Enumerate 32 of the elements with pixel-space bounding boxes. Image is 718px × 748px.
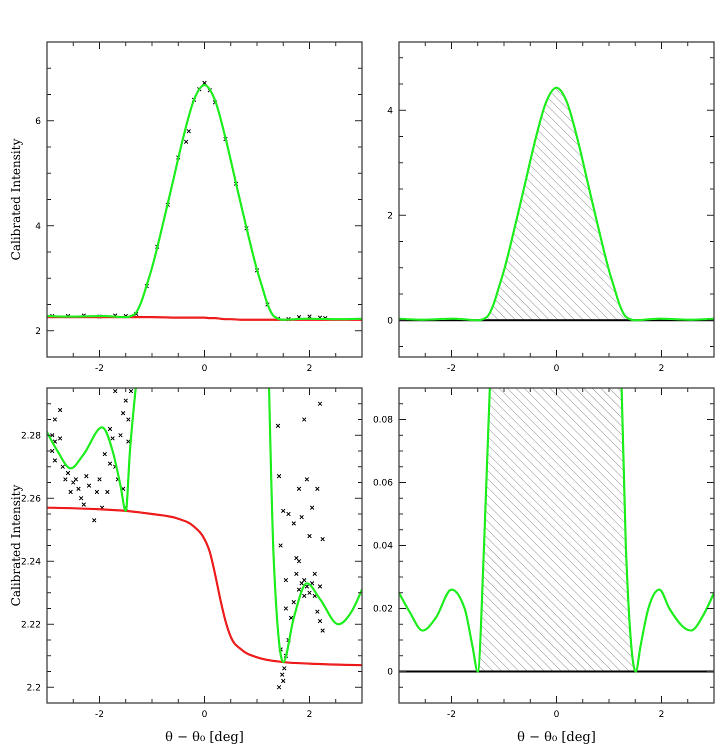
y-tick-label: 0.04 — [372, 542, 394, 552]
y-axis-title: Calibrated Intensity — [9, 484, 23, 606]
y-tick-label: 0.08 — [372, 416, 394, 426]
x-tick-label: -2 — [95, 364, 104, 374]
y-tick-label: 0 — [387, 668, 394, 678]
x-tick-label: 2 — [306, 710, 312, 720]
y-tick-label: 4 — [387, 106, 394, 116]
x-axis-title: θ − θ₀ [deg] — [517, 730, 596, 745]
y-tick-label: 2.28 — [20, 431, 42, 442]
y-tick-label: 2.2 — [26, 683, 41, 694]
x-tick-label: -2 — [95, 710, 104, 720]
x-tick-label: 0 — [554, 710, 560, 720]
x-tick-label: 2 — [658, 710, 664, 720]
x-tick-label: 2 — [306, 364, 312, 374]
x-axis-title: θ − θ₀ [deg] — [165, 730, 244, 745]
x-tick-label: 0 — [202, 364, 208, 374]
y-tick-label: 2.24 — [20, 557, 42, 568]
y-tick-label: 2.22 — [20, 620, 41, 630]
y-tick-label: 2 — [387, 211, 393, 222]
y-tick-label: 0.02 — [372, 604, 393, 614]
y-tick-label: 2.26 — [20, 494, 42, 504]
y-tick-label: 6 — [35, 116, 42, 127]
x-tick-label: 0 — [554, 364, 560, 374]
x-tick-label: -2 — [447, 710, 456, 720]
x-tick-label: -2 — [447, 364, 456, 374]
y-tick-label: 0.06 — [372, 478, 394, 488]
y-tick-label: 2 — [35, 326, 41, 337]
y-tick-label: 4 — [35, 222, 42, 232]
y-axis-title: Calibrated Intensity — [9, 138, 23, 260]
x-tick-label: 0 — [202, 710, 208, 720]
y-tick-label: 0 — [387, 316, 394, 326]
x-tick-label: 2 — [658, 364, 664, 374]
